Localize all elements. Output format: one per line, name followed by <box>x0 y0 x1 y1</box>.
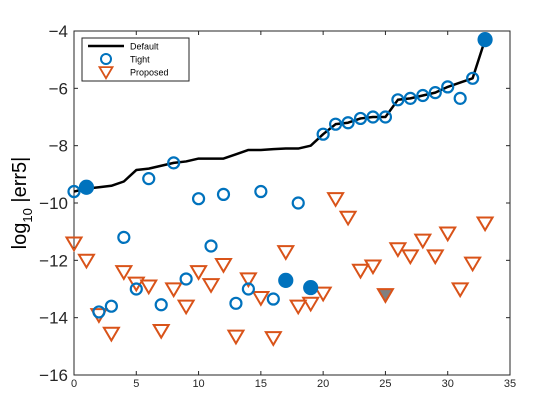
point-tight <box>378 110 393 124</box>
point-tight <box>104 299 118 313</box>
point-proposed <box>251 290 271 307</box>
point-tight <box>316 127 330 141</box>
point-tight <box>303 279 319 296</box>
point-proposed <box>176 299 196 316</box>
x-tick-label: 25 <box>379 378 391 390</box>
y-tick-label: −10 <box>39 194 68 213</box>
point-proposed <box>351 263 370 280</box>
point-proposed <box>376 288 395 304</box>
point-tight <box>154 298 168 312</box>
y-tick-label: −12 <box>39 251 68 270</box>
point-tight <box>266 292 280 306</box>
point-proposed <box>338 210 358 227</box>
point-tight <box>341 116 355 130</box>
point-tight <box>67 184 81 199</box>
point-tight <box>453 91 467 105</box>
x-tick-label: 10 <box>192 378 204 390</box>
point-tight <box>167 156 181 170</box>
x-tick-label: 20 <box>317 378 329 390</box>
y-tick-label: −4 <box>49 22 68 41</box>
legend-label: Proposed <box>130 68 169 78</box>
y-tick-label: −16 <box>39 366 68 385</box>
point-proposed <box>413 233 433 250</box>
point-tight <box>416 88 430 103</box>
series-layer <box>64 31 495 347</box>
point-proposed <box>226 329 246 346</box>
point-tight <box>191 192 206 206</box>
y-axis-label: log10 |err5| <box>9 157 35 250</box>
point-tight <box>441 80 455 94</box>
point-proposed <box>214 258 233 274</box>
x-tick-label: 35 <box>504 378 516 390</box>
legend: Default Tight Proposed <box>81 37 190 82</box>
point-tight <box>278 272 294 288</box>
point-proposed <box>288 299 308 316</box>
point-tight <box>229 296 243 310</box>
point-proposed <box>450 282 470 299</box>
point-proposed <box>363 259 383 276</box>
point-tight <box>403 91 417 105</box>
point-tight <box>204 239 218 253</box>
point-tight <box>391 93 405 107</box>
legend-swatch-triangle <box>97 66 115 80</box>
point-tight <box>142 172 156 186</box>
legend-swatch-circle <box>100 53 112 65</box>
point-tight <box>78 179 95 195</box>
point-proposed <box>438 226 457 243</box>
point-tight <box>353 111 368 126</box>
point-tight <box>216 187 231 201</box>
point-proposed <box>139 279 158 296</box>
point-tight <box>466 71 480 85</box>
y-tick-label: −14 <box>39 309 68 328</box>
legend-label: Tight <box>130 55 150 65</box>
y-axis-label-text: log10 |err5| <box>9 157 35 250</box>
point-proposed <box>463 256 482 273</box>
point-proposed <box>264 331 283 347</box>
point-proposed <box>102 326 121 343</box>
legend-label: Default <box>130 42 159 52</box>
point-tight <box>291 196 305 210</box>
x-tick-label: 5 <box>133 378 139 390</box>
point-proposed <box>326 192 345 208</box>
point-proposed <box>313 286 333 303</box>
y-tick-label: −6 <box>49 79 68 98</box>
point-proposed <box>401 249 420 266</box>
point-proposed <box>114 265 134 281</box>
point-proposed <box>77 253 96 270</box>
point-tight <box>329 117 343 131</box>
point-proposed <box>475 216 495 233</box>
point-tight <box>477 31 493 48</box>
x-tick-label: 30 <box>442 378 454 390</box>
point-proposed <box>426 249 445 266</box>
x-tick-label: 0 <box>71 378 77 390</box>
point-tight <box>254 184 268 199</box>
axis-ticks: 0 5 10 15 20 25 30 35 −16 −14 −12 −10 −8 −6 −4 <box>39 22 516 390</box>
y-tick-label: −8 <box>49 137 68 156</box>
point-proposed <box>201 278 221 294</box>
point-proposed <box>239 272 258 289</box>
point-proposed <box>189 265 208 281</box>
point-tight <box>129 282 143 296</box>
point-tight <box>117 230 131 244</box>
point-proposed <box>276 245 296 261</box>
point-proposed <box>151 323 171 340</box>
point-tight <box>428 86 442 100</box>
point-proposed <box>164 282 183 299</box>
point-proposed <box>301 296 320 313</box>
point-proposed <box>64 236 84 253</box>
point-tight <box>92 305 106 319</box>
point-tight <box>366 110 380 124</box>
point-tight <box>241 282 255 296</box>
x-tick-label: 15 <box>255 378 267 390</box>
point-tight <box>179 272 193 286</box>
